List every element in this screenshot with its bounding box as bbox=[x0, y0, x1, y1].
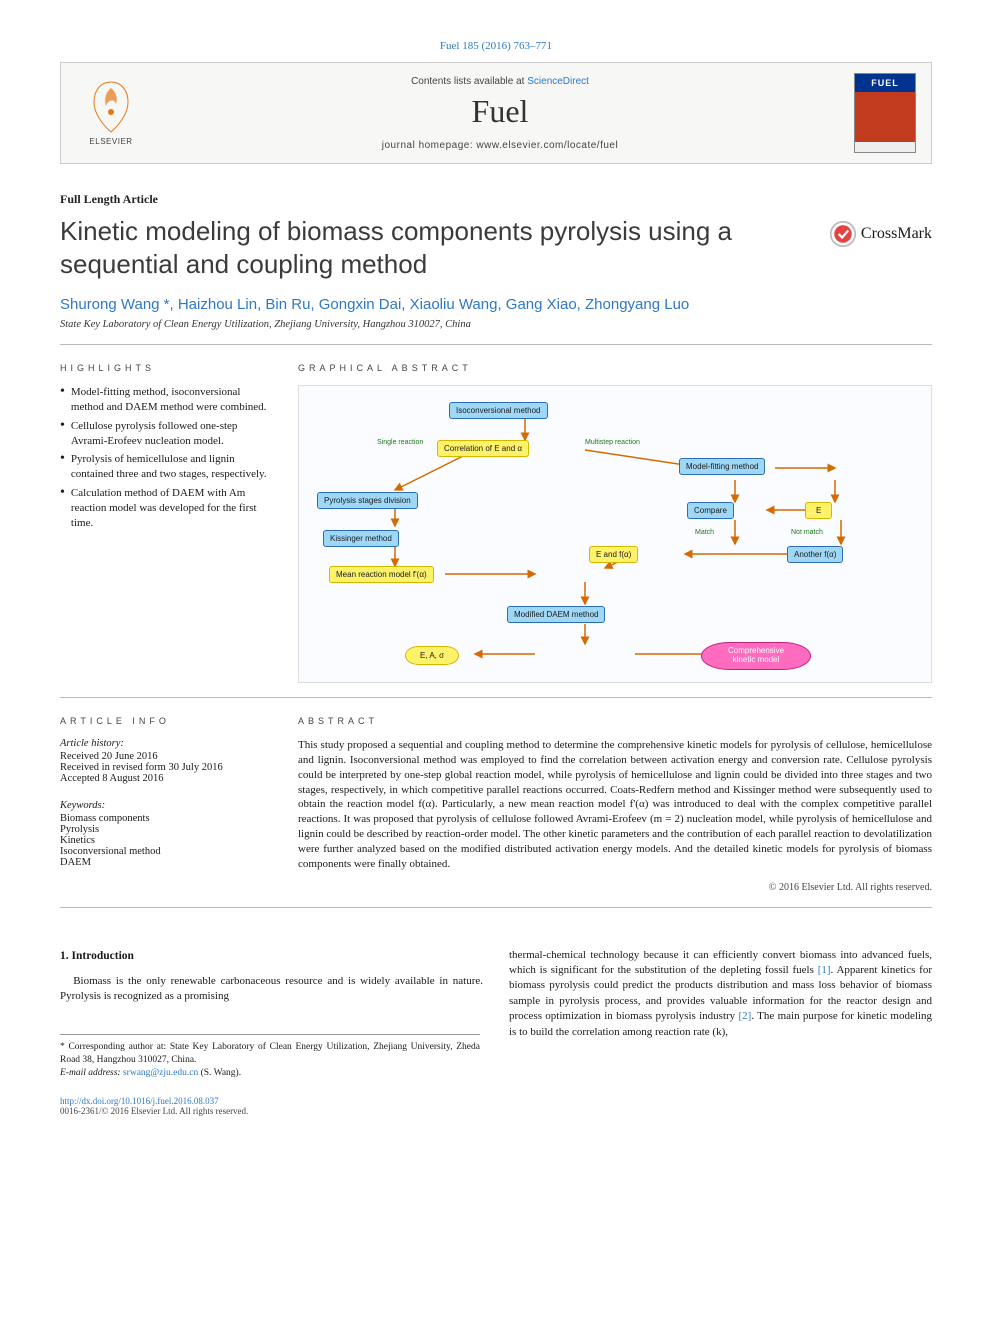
citation-link[interactable]: [1] bbox=[818, 964, 831, 976]
graphical-abstract-heading: GRAPHICAL ABSTRACT bbox=[298, 363, 932, 373]
highlight-item: Cellulose pyrolysis followed one-step Av… bbox=[60, 419, 270, 449]
abstract-heading: ABSTRACT bbox=[298, 716, 932, 726]
highlight-item: Pyrolysis of hemicellulose and lignin co… bbox=[60, 452, 270, 482]
article-info-section: ARTICLE INFO Article history: Received 2… bbox=[60, 716, 270, 893]
elsevier-logo: ELSEVIER bbox=[76, 80, 146, 146]
corresponding-author: * Corresponding author at: State Key Lab… bbox=[60, 1041, 480, 1067]
paragraph: Biomass is the only renewable carbonaceo… bbox=[60, 974, 483, 1005]
article-type: Full Length Article bbox=[60, 192, 932, 207]
received-date: Received 20 June 2016 bbox=[60, 751, 270, 762]
article-history-head: Article history: bbox=[60, 738, 270, 749]
abstract-section: ABSTRACT This study proposed a sequentia… bbox=[298, 716, 932, 893]
divider bbox=[60, 697, 932, 698]
journal-homepage: journal homepage: www.elsevier.com/locat… bbox=[146, 140, 854, 151]
journal-cover-thumb: FUEL bbox=[854, 73, 916, 153]
keyword: Kinetics bbox=[60, 835, 270, 846]
flow-node: Another f(α) bbox=[787, 546, 843, 563]
journal-name: Fuel bbox=[146, 93, 854, 130]
highlights-list: Model-fitting method, isoconversional me… bbox=[60, 385, 270, 531]
masthead-banner: ELSEVIER Contents lists available at Sci… bbox=[60, 62, 932, 164]
sciencedirect-link[interactable]: ScienceDirect bbox=[527, 76, 589, 87]
flow-node: Mean reaction model f'(α) bbox=[329, 566, 434, 583]
flow-edge-label: Single reaction bbox=[371, 436, 429, 449]
accepted-date: Accepted 8 August 2016 bbox=[60, 773, 270, 784]
journal-reference: Fuel 185 (2016) 763–771 bbox=[60, 40, 932, 52]
flow-node: Compare bbox=[687, 502, 734, 519]
paragraph: thermal-chemical technology because it c… bbox=[509, 948, 932, 1040]
article-title: Kinetic modeling of biomass components p… bbox=[60, 215, 830, 280]
highlights-heading: HIGHLIGHTS bbox=[60, 363, 270, 373]
issn-line: 0016-2361/© 2016 Elsevier Ltd. All right… bbox=[60, 1106, 932, 1116]
article-info-heading: ARTICLE INFO bbox=[60, 716, 270, 726]
doi-line: http://dx.doi.org/10.1016/j.fuel.2016.08… bbox=[60, 1096, 932, 1106]
contents-list-line: Contents lists available at ScienceDirec… bbox=[146, 76, 854, 87]
divider bbox=[60, 907, 932, 908]
graphical-abstract-figure: Isoconversional method Correlation of E … bbox=[298, 385, 932, 683]
email-link[interactable]: srwang@zju.edu.cn bbox=[123, 1068, 198, 1078]
footnotes: * Corresponding author at: State Key Lab… bbox=[60, 1034, 480, 1079]
author-list: Shurong Wang *, Haizhou Lin, Bin Ru, Gon… bbox=[60, 296, 932, 313]
flow-node: E, A, σ bbox=[405, 646, 459, 665]
highlights-section: HIGHLIGHTS Model-fitting method, isoconv… bbox=[60, 363, 270, 683]
highlight-item: Model-fitting method, isoconversional me… bbox=[60, 385, 270, 415]
citation-link[interactable]: [2] bbox=[738, 1010, 751, 1022]
keyword: Biomass components bbox=[60, 813, 270, 824]
abstract-text: This study proposed a sequential and cou… bbox=[298, 738, 932, 872]
copyright-line: © 2016 Elsevier Ltd. All rights reserved… bbox=[298, 882, 932, 893]
flow-node: Pyrolysis stages division bbox=[317, 492, 418, 509]
divider bbox=[60, 344, 932, 345]
keywords-head: Keywords: bbox=[60, 800, 270, 811]
flow-edge-label: Not match bbox=[785, 526, 829, 539]
flow-node: Isoconversional method bbox=[449, 402, 548, 419]
keyword: Isoconversional method bbox=[60, 846, 270, 857]
flow-node: Model-fitting method bbox=[679, 458, 765, 475]
affiliation: State Key Laboratory of Clean Energy Uti… bbox=[60, 319, 932, 330]
highlight-item: Calculation method of DAEM with Am react… bbox=[60, 486, 270, 531]
flow-edge-label: Multistep reaction bbox=[579, 436, 646, 449]
flow-node: Correlation of E and α bbox=[437, 440, 529, 457]
crossmark-label: CrossMark bbox=[861, 225, 932, 243]
flow-node: Comprehensive kinetic model bbox=[701, 642, 811, 670]
flow-node: Kissinger method bbox=[323, 530, 399, 547]
revised-date: Received in revised form 30 July 2016 bbox=[60, 762, 270, 773]
flow-node: Modified DAEM method bbox=[507, 606, 605, 623]
graphical-abstract-section: GRAPHICAL ABSTRACT bbox=[298, 363, 932, 683]
flow-edge-label: Match bbox=[689, 526, 720, 539]
flow-node: E and f(α) bbox=[589, 546, 638, 563]
flow-node: E bbox=[805, 502, 832, 519]
email-line: E-mail address: srwang@zju.edu.cn (S. Wa… bbox=[60, 1067, 480, 1080]
body-text: 1. Introduction Biomass is the only rene… bbox=[60, 948, 932, 1080]
elsevier-label: ELSEVIER bbox=[89, 137, 132, 146]
keyword: Pyrolysis bbox=[60, 824, 270, 835]
section-heading: 1. Introduction bbox=[60, 948, 483, 964]
keyword: DAEM bbox=[60, 857, 270, 868]
crossmark-badge[interactable]: CrossMark bbox=[829, 220, 932, 248]
doi-link[interactable]: http://dx.doi.org/10.1016/j.fuel.2016.08… bbox=[60, 1096, 219, 1106]
